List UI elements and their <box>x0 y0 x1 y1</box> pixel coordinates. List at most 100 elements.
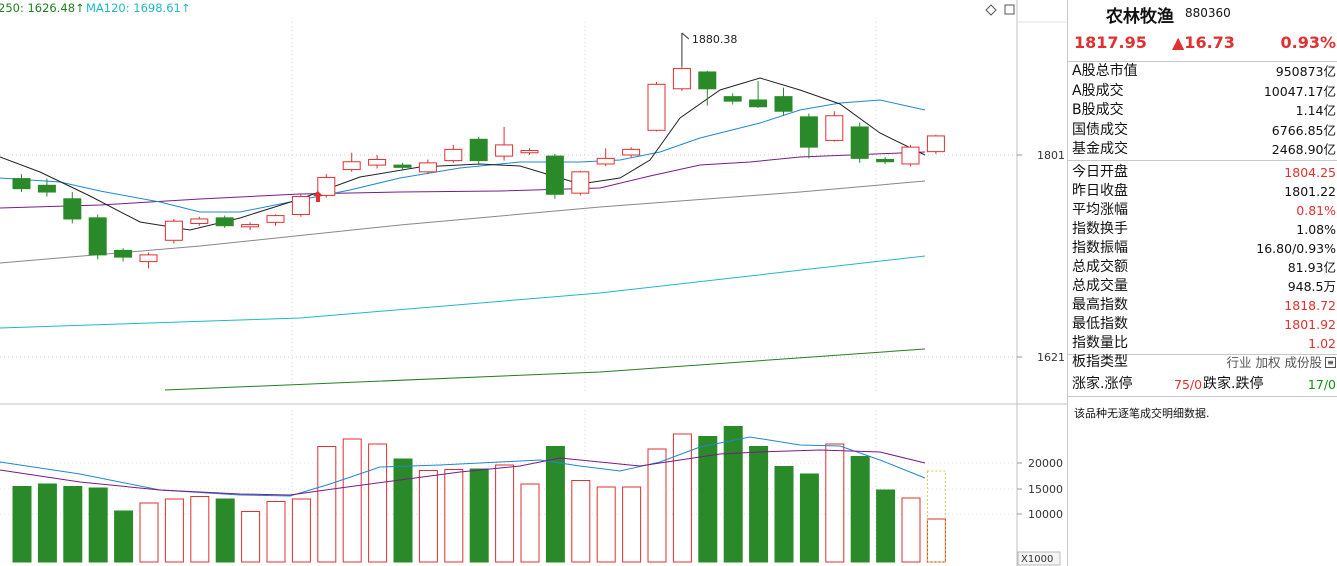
candle[interactable] <box>926 134 945 154</box>
volume-bar[interactable] <box>241 511 261 563</box>
candle[interactable] <box>495 126 514 161</box>
volume-bar[interactable] <box>139 502 159 563</box>
candle[interactable] <box>723 93 742 105</box>
candle[interactable] <box>876 157 895 164</box>
volume-bar[interactable] <box>698 436 718 563</box>
candle-body <box>393 164 412 168</box>
candle[interactable] <box>799 113 818 159</box>
candle[interactable] <box>291 194 310 217</box>
candle[interactable] <box>520 148 539 155</box>
volume-bar[interactable] <box>825 443 845 563</box>
candle-body <box>63 198 82 220</box>
candle[interactable] <box>571 170 590 196</box>
window-icon[interactable] <box>1004 4 1015 15</box>
candle[interactable] <box>317 174 336 198</box>
y-tick-label: 1801 <box>1037 149 1065 162</box>
volume-bar[interactable] <box>749 446 769 563</box>
stat-row: A股总市值 950873亿 <box>1068 62 1337 81</box>
volume-bar[interactable] <box>495 464 515 563</box>
candle[interactable] <box>545 153 564 199</box>
diamond-icon[interactable] <box>985 4 997 16</box>
tick-data-note: 该品种无逐笔成交明细数据. <box>1074 407 1210 420</box>
candle[interactable] <box>266 214 285 226</box>
vol-unit-label: X1000 <box>1021 554 1053 565</box>
volume-bar[interactable] <box>63 486 83 563</box>
candle[interactable] <box>469 137 488 166</box>
candle[interactable] <box>749 80 768 108</box>
stat-value: 948.5万 <box>1287 279 1336 294</box>
candle[interactable] <box>901 144 920 167</box>
candle[interactable] <box>63 192 82 224</box>
candle-body <box>901 146 920 165</box>
candle[interactable] <box>139 252 158 269</box>
volume-bar[interactable] <box>901 497 921 563</box>
candle[interactable] <box>342 152 361 172</box>
ma120-line <box>0 255 926 329</box>
volume-bar[interactable] <box>622 486 642 563</box>
divider <box>1068 354 1337 355</box>
volume-bar[interactable] <box>164 498 184 563</box>
volume-bar[interactable] <box>291 498 311 563</box>
candle[interactable] <box>368 155 387 169</box>
volume-bar[interactable] <box>444 469 464 563</box>
candle[interactable] <box>241 222 260 231</box>
volume-bar[interactable] <box>12 486 32 563</box>
volume-bar[interactable] <box>850 456 870 563</box>
candle[interactable] <box>622 147 641 158</box>
grid-icon[interactable]: ≡ <box>1325 357 1336 368</box>
volume-bar[interactable] <box>114 510 134 563</box>
candle[interactable] <box>215 215 234 228</box>
candle[interactable] <box>37 178 56 197</box>
volume-bar[interactable] <box>647 448 667 563</box>
candle[interactable] <box>672 66 691 92</box>
quote-panel: 农林牧渔 880360 1817.95 ▲16.73 0.93% A股总市值 95… <box>1067 0 1337 566</box>
volume-bar[interactable] <box>368 443 388 563</box>
stat-row[interactable]: 板指类型 行业 加权 成份股 ≡ <box>1068 353 1337 372</box>
candle[interactable] <box>647 82 666 132</box>
candle[interactable] <box>12 174 31 193</box>
volume-bar[interactable] <box>393 458 413 563</box>
volume-bar[interactable] <box>596 486 616 563</box>
volume-bar[interactable] <box>266 501 286 563</box>
volume-bar[interactable] <box>799 473 819 563</box>
volume-bar[interactable] <box>190 496 210 563</box>
volume-bar[interactable] <box>774 466 794 563</box>
volume-bar[interactable] <box>469 468 489 563</box>
candle-body <box>520 150 539 154</box>
candle[interactable] <box>698 70 717 106</box>
volume-bar[interactable] <box>926 518 946 563</box>
candle[interactable] <box>850 122 869 163</box>
candle-body <box>342 161 361 171</box>
candle[interactable] <box>190 216 209 226</box>
candle[interactable] <box>825 111 844 142</box>
volume-bar[interactable] <box>88 487 108 563</box>
candle[interactable] <box>88 214 107 260</box>
stat-value: 6766.85亿 <box>1271 123 1336 138</box>
volume-bar[interactable] <box>520 483 540 563</box>
volume-bar[interactable] <box>876 489 896 563</box>
candle[interactable] <box>114 248 133 262</box>
ma250-legend: 250: 1626.48↑ <box>0 1 85 15</box>
volume-bar[interactable] <box>37 483 57 563</box>
volume-bar[interactable] <box>545 446 565 563</box>
candle-body <box>12 178 31 190</box>
candle[interactable] <box>596 148 615 167</box>
candle[interactable] <box>418 159 437 175</box>
candle-body <box>291 196 310 215</box>
candle[interactable] <box>444 144 463 163</box>
volume-bar[interactable] <box>723 426 743 563</box>
volume-bar[interactable] <box>418 470 438 563</box>
stat-label: B股成交 <box>1072 102 1124 118</box>
quote-header: 农林牧渔 880360 1817.95 ▲16.73 0.93% <box>1068 0 1337 60</box>
candle[interactable] <box>164 218 183 244</box>
volume-bar[interactable] <box>342 438 362 563</box>
kline-chart[interactable]: 1801 1621 20000 15000 10000 X1000 250: 1626.48… <box>0 0 1067 566</box>
volume-bar[interactable] <box>317 446 337 563</box>
candle-body <box>876 158 895 163</box>
stat-row: A股成交 10047.17亿 <box>1068 82 1337 101</box>
candle[interactable] <box>774 87 793 116</box>
volume-bar[interactable] <box>672 433 692 563</box>
volume-bar[interactable] <box>215 498 235 563</box>
volume-bar[interactable] <box>571 480 591 563</box>
candle[interactable] <box>393 162 412 171</box>
